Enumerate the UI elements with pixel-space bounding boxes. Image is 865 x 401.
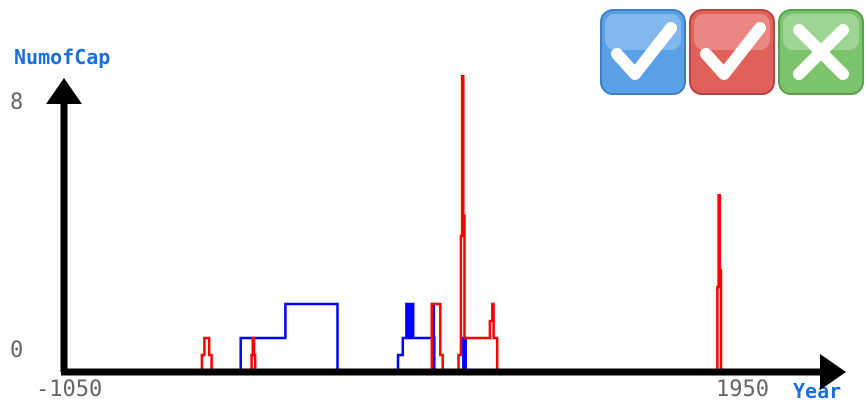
- x-mark-icon: [778, 9, 864, 95]
- x-tick-label-max: 1950: [716, 377, 769, 401]
- accept-blue-button[interactable]: [599, 8, 687, 96]
- checkmark-icon: [689, 9, 775, 95]
- y-axis-label: NumofCap: [14, 45, 110, 69]
- accept-red-button[interactable]: [688, 8, 776, 96]
- checkmark-icon: [600, 9, 686, 95]
- x-axis-arrowhead: [820, 354, 846, 390]
- series-line-1: [64, 302, 790, 374]
- y-axis-arrowhead: [46, 78, 82, 104]
- x-axis-label: Year: [793, 379, 841, 401]
- y-tick-label-0: 0: [10, 338, 23, 363]
- x-tick-label-min: -1050: [36, 377, 102, 401]
- y-tick-label-8: 8: [10, 90, 23, 115]
- reject-button[interactable]: [777, 8, 865, 96]
- toolbar: [599, 8, 865, 98]
- series-line-2: [64, 74, 790, 374]
